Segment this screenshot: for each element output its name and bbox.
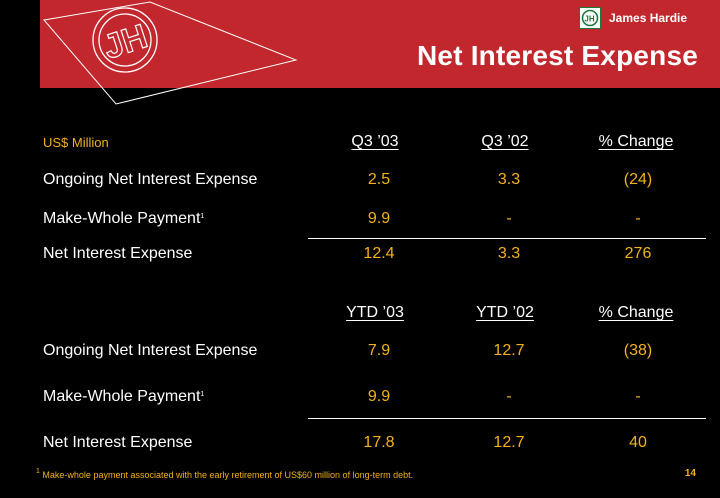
- svg-text:JH: JH: [584, 15, 594, 24]
- page-number: 14: [684, 468, 696, 479]
- jh-logo-watermark: JH: [43, 1, 298, 105]
- row-label-ongoing-net-interest: Ongoing Net Interest Expense: [43, 171, 258, 188]
- cell-q3-02-make-whole: -: [506, 210, 512, 227]
- column-header-q3-02: Q3 ’02: [481, 133, 529, 150]
- cell-ytd-change-ongoing: (38): [623, 342, 653, 359]
- cell-ytd-02-make-whole: -: [506, 388, 512, 405]
- cell-q3-03-net-interest: 12.4: [363, 245, 395, 262]
- column-header-ytd-03: YTD ’03: [346, 304, 404, 321]
- footnote-marker: 1: [36, 468, 40, 475]
- unit-label: US$ Million: [43, 135, 109, 150]
- ytd-row-label-net-interest: Net Interest Expense: [43, 434, 193, 451]
- cell-ytd-03-net-interest: 17.8: [363, 434, 395, 451]
- row-label-net-interest: Net Interest Expense: [43, 245, 193, 262]
- footnote: 1 Make-whole payment associated with the…: [36, 468, 414, 480]
- footnote-marker: 1: [200, 391, 205, 398]
- cell-ytd-change-make-whole: -: [635, 388, 641, 405]
- cell-change-net-interest: 276: [624, 245, 652, 262]
- brand-name: James Hardie: [609, 11, 688, 25]
- cell-change-make-whole: -: [635, 210, 641, 227]
- ytd-row-label-ongoing-net-interest: Ongoing Net Interest Expense: [43, 342, 258, 359]
- header-band: [40, 0, 720, 88]
- ytd-total-divider: [308, 418, 706, 419]
- column-header-ytd-02: YTD ’02: [476, 304, 534, 321]
- cell-ytd-03-ongoing: 7.9: [367, 342, 391, 359]
- ytd-row-label-make-whole: Make-Whole Payment1: [43, 388, 205, 405]
- brand-logo: JH James Hardie: [579, 7, 687, 29]
- cell-ytd-02-ongoing: 12.7: [493, 342, 525, 359]
- total-divider: [308, 238, 706, 239]
- cell-q3-03-make-whole: 9.9: [367, 210, 391, 227]
- page-title: Net Interest Expense: [417, 40, 698, 71]
- cell-q3-02-ongoing: 3.3: [497, 171, 521, 188]
- column-header-q3-03: Q3 ’03: [351, 133, 399, 150]
- column-header-pct-change: % Change: [598, 133, 674, 150]
- cell-ytd-change-net-interest: 40: [629, 434, 647, 451]
- row-label-make-whole: Make-Whole Payment1: [43, 210, 205, 227]
- cell-ytd-02-net-interest: 12.7: [493, 434, 525, 451]
- cell-change-ongoing: (24): [623, 171, 653, 188]
- footnote-marker: 1: [200, 213, 205, 220]
- jh-logo-icon: JH: [579, 7, 601, 29]
- cell-q3-03-ongoing: 2.5: [367, 171, 391, 188]
- cell-ytd-03-make-whole: 9.9: [367, 388, 391, 405]
- cell-q3-02-net-interest: 3.3: [497, 245, 521, 262]
- column-header-ytd-pct-change: % Change: [598, 304, 674, 321]
